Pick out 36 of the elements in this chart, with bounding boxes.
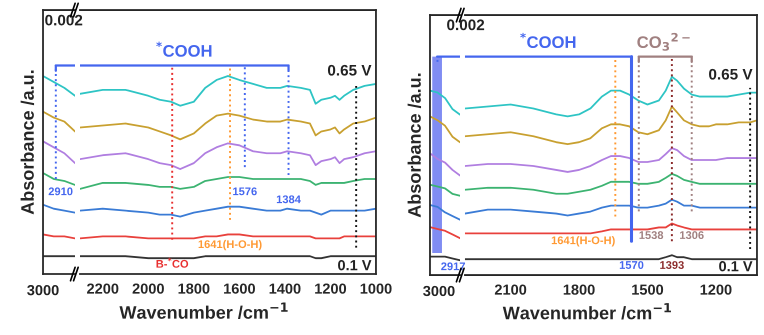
x-tick-label: 1200 (315, 283, 346, 294)
annotation: 2917 (441, 262, 466, 270)
annotation: 0.65 V (709, 68, 752, 80)
x-tick-label: 1800 (564, 284, 595, 295)
ref-line-label: 1570 (620, 261, 644, 269)
text: 3000 (27, 284, 59, 296)
ref-line-label: 1306 (680, 231, 704, 240)
x-tick-label: 2100 (494, 284, 526, 295)
text: 0.002 (447, 19, 484, 30)
ref-line-label: 1576 (233, 187, 257, 196)
text: $^{*}$COOH (156, 42, 212, 57)
annotation: 0.1 V (719, 261, 752, 272)
ref-line-label: 1641(H-O-H) (198, 240, 262, 250)
text: 0.65 V (328, 64, 372, 76)
text: 0.002 (45, 14, 82, 26)
ref-line-label: 1641(H-O-H) (552, 236, 615, 246)
text: 3000 (423, 286, 455, 296)
x-tick-label: 1800 (178, 283, 210, 294)
x-tick-label: 1600 (224, 283, 255, 294)
x-axis-title: Wavenumber /cm$^{−1}$ (119, 302, 288, 320)
annotation: 2910 (48, 187, 73, 196)
y-axis-title: Absorbance /a.u. (20, 70, 34, 214)
x-tick-label: 1400 (270, 283, 301, 294)
x-axis-title: Wavenumber /cm$^{−1}$ (502, 303, 671, 320)
x-tick-label: 1500 (632, 284, 664, 295)
text: $^{*}$COOH (520, 32, 576, 48)
x-tick-label: 1000 (360, 283, 392, 294)
annotation: 0.1 V (338, 260, 372, 270)
ref-line-label: 1384 (276, 195, 301, 204)
text: CO$_{3}$$^{2−}$ (637, 32, 690, 51)
y-axis-title: Absorbance /a.u. (408, 74, 422, 218)
ref-line-label: 1393 (660, 261, 684, 269)
x-tick-label: 2000 (132, 283, 164, 294)
ref-line-label: 1538 (640, 231, 664, 240)
x-tick-label: 2200 (87, 283, 118, 294)
x-tick-label: 1200 (700, 284, 732, 295)
